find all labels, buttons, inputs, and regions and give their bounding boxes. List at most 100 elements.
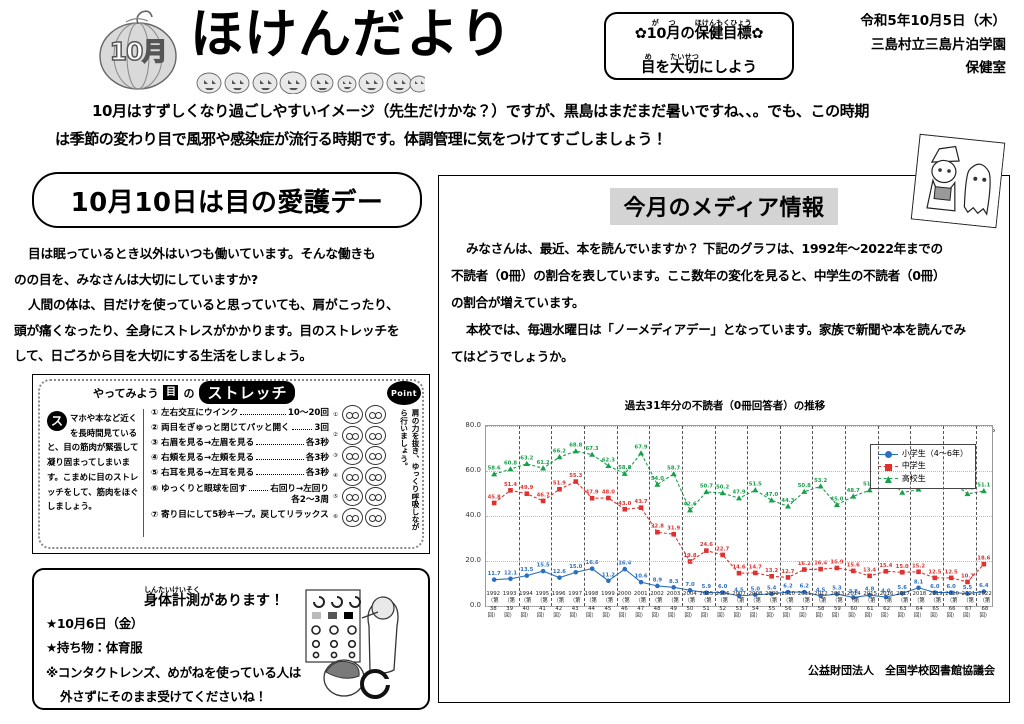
chart-data-label: 5.0 (751, 586, 761, 592)
chart-data-label: 58.7 (667, 465, 680, 471)
chart-data-point (491, 577, 497, 582)
chart-data-label: 22.7 (716, 546, 729, 552)
eye-love-day-heading: 10月10日は目の愛護デー (32, 172, 422, 228)
chart-data-point (524, 491, 530, 497)
chart-data-point (719, 490, 726, 496)
stretch-item: ② 両目をぎゅっと閉じてパッと開く 3回 (151, 423, 329, 434)
leader-dots (256, 459, 304, 461)
chart-data-point (704, 548, 709, 553)
chart-data-point (850, 568, 856, 574)
eye-body-line-1: 目は眠っているとき以外はいつも働いています。そんな働きも (28, 246, 376, 261)
stretch-card-heading: やってみよう 目 の ストレッチ (93, 381, 296, 404)
chart-data-point (899, 591, 905, 596)
chart-data-point (801, 488, 808, 494)
media-info-panel: 今月のメディア情報 みなさんは、最近、本を読んでいますか？ 下記のグラフは、19… (438, 133, 1010, 703)
goal-kanji-target: 保健目標ほけんもくひょう (694, 19, 752, 43)
chart-x-axis-labels: 1992 （第 38 回） 1993 （第 39 回） 1994 （第 40 回） 1995 （第 41 回）… (485, 591, 993, 620)
chart-data-point (720, 590, 725, 595)
face-icon (365, 487, 386, 506)
face-icon (342, 507, 363, 527)
chart-data-point (866, 487, 873, 493)
pumpkin-month-label: 10月 (109, 36, 168, 67)
chart-data-point (606, 578, 611, 584)
chart-data-point (736, 593, 742, 599)
chart-x-tick: 2022 （第 68 回） (978, 591, 992, 619)
chart-data-label: 44.3 (781, 498, 794, 504)
face-icon (342, 405, 363, 424)
stretch-item: ③ 右眉を見る→左眉を見る 各3秒 (151, 438, 329, 449)
chart-data-label: 51.5 (749, 482, 762, 488)
chart-data-label: 10.7 (961, 573, 974, 579)
chart-gridline-vertical (714, 426, 716, 606)
stretch-word-label: ストレッチ (199, 381, 296, 404)
chart-data-point (589, 451, 596, 457)
chart-x-tick: 1997 （第 43 回） (568, 591, 582, 619)
page-title: ほけんだより (190, 4, 513, 65)
chart-data-point (965, 579, 970, 585)
stretch-face-illustrations: ① ② ③ ④ ⑤ ⑥ (333, 405, 395, 528)
chart-gridline-vertical (910, 426, 912, 606)
chart-x-tick: 1999 （第 45 回） (601, 591, 615, 619)
chart-data-point (605, 462, 612, 469)
chart-data-point (573, 479, 579, 484)
chart-data-label: 13.4 (863, 567, 876, 573)
chart-data-label: 67.3 (586, 446, 599, 452)
chart-data-label: 13.5 (520, 567, 533, 573)
intro-line-2: は季節の変わり目で風邪や感染症が流行る時期です。体調管理に気をつけてすごしましょ… (55, 130, 667, 149)
chart-data-point (655, 529, 660, 535)
chart-data-point (622, 566, 628, 572)
stretch-item-count: 10～20回 (287, 408, 329, 418)
chart-x-tick: 1996 （第 42 回） (551, 591, 566, 619)
chart-data-point (720, 552, 725, 558)
stretch-item-count: 各3秒 (305, 438, 329, 449)
chart-gridline-vertical (616, 426, 618, 606)
issuer-block: 令和5年10月5日（木） 三島村立三島片泊学園 保健室 (860, 10, 1006, 81)
measurement-note-2: 外さずにそのまま受けてくださいね！ (60, 689, 267, 705)
stretch-item: ⑥ ゆっくりと眼球を回す 右回り→左回り 各2～3周 (151, 484, 329, 505)
stretch-exercise-list: ① 左右交互にウインク 10～20回 ② 両目をぎゅっと閉じてパッと開く 3回 … (151, 408, 329, 526)
stretch-item-number: ② (151, 423, 159, 434)
eye-love-day-text: 10月10日は目の愛護デー (70, 187, 384, 218)
chart-data-label: 32.8 (651, 524, 664, 530)
chart-data-label: 8.1 (914, 579, 924, 585)
chart-data-point (671, 531, 677, 537)
chart-data-point (638, 450, 645, 456)
chart-legend-marker (884, 451, 892, 459)
chart-gridline-vertical (583, 426, 585, 606)
stretch-eye-char: 目 (163, 385, 179, 400)
chart-gridline-vertical (943, 426, 945, 606)
chart-title: 過去31年分の不読者（0冊回答者）の推移 (624, 400, 826, 412)
chart-data-point (540, 568, 546, 574)
chart-data-label: 12.7 (781, 569, 794, 575)
chart-data-label: 46.7 (537, 492, 550, 498)
stretch-point-text: 肩の力を抜き、ゆっくり呼吸しながら行いましょう。 (399, 409, 420, 531)
chart-data-label: 15.5 (537, 563, 550, 569)
chart-data-label: 12.1 (504, 570, 517, 576)
chart-data-point (768, 497, 775, 503)
chart-gridline-vertical (747, 426, 749, 606)
media-line-2: 不読者（0冊）の割合を表しています。ここ数年の変化を見ると、中学生の不読者（0冊… (451, 267, 946, 283)
chart-data-point (606, 495, 611, 501)
chart-gridline-horizontal (486, 606, 992, 607)
chart-data-point (523, 460, 530, 466)
eye-body-line-4: 頭が痛くなったり、全身にストレスがかかります。目のストレッチを (14, 322, 400, 338)
point-badge: Point (387, 381, 421, 405)
chart-data-label: 50.7 (700, 483, 713, 489)
stretch-item-text: 右頬を見る→左頬を見る (161, 453, 255, 464)
chart-data-label: 8.9 (653, 577, 663, 583)
chart-data-point (817, 483, 824, 489)
chart-data-label: 48.7 (847, 488, 860, 494)
chart-legend-item: 高校生 (877, 473, 968, 485)
chart-data-label: 6.2 (783, 584, 793, 590)
stretch-item-count: 3回 (314, 423, 329, 434)
chart-data-point (752, 487, 759, 493)
chart-data-label: 7.0 (685, 582, 695, 588)
intro-line-1: 10月はすずしくなり過ごしやすいイメージ（先生だけかな？）ですが、黒島はまだまだ… (92, 102, 869, 120)
chart-data-label: 63.2 (520, 455, 533, 461)
stretch-item-number: ⑤ (151, 468, 159, 479)
stretch-intro-body: マホや本など近くを長時間見ていると、目の筋肉が緊張して凝り固まってしまいます。こ… (47, 413, 139, 512)
chart-data-point (540, 498, 546, 504)
chart-plot-area: 0.020.040.060.080.0 % 11.712.113.515.512… (449, 415, 1001, 619)
face-icon (342, 425, 363, 445)
